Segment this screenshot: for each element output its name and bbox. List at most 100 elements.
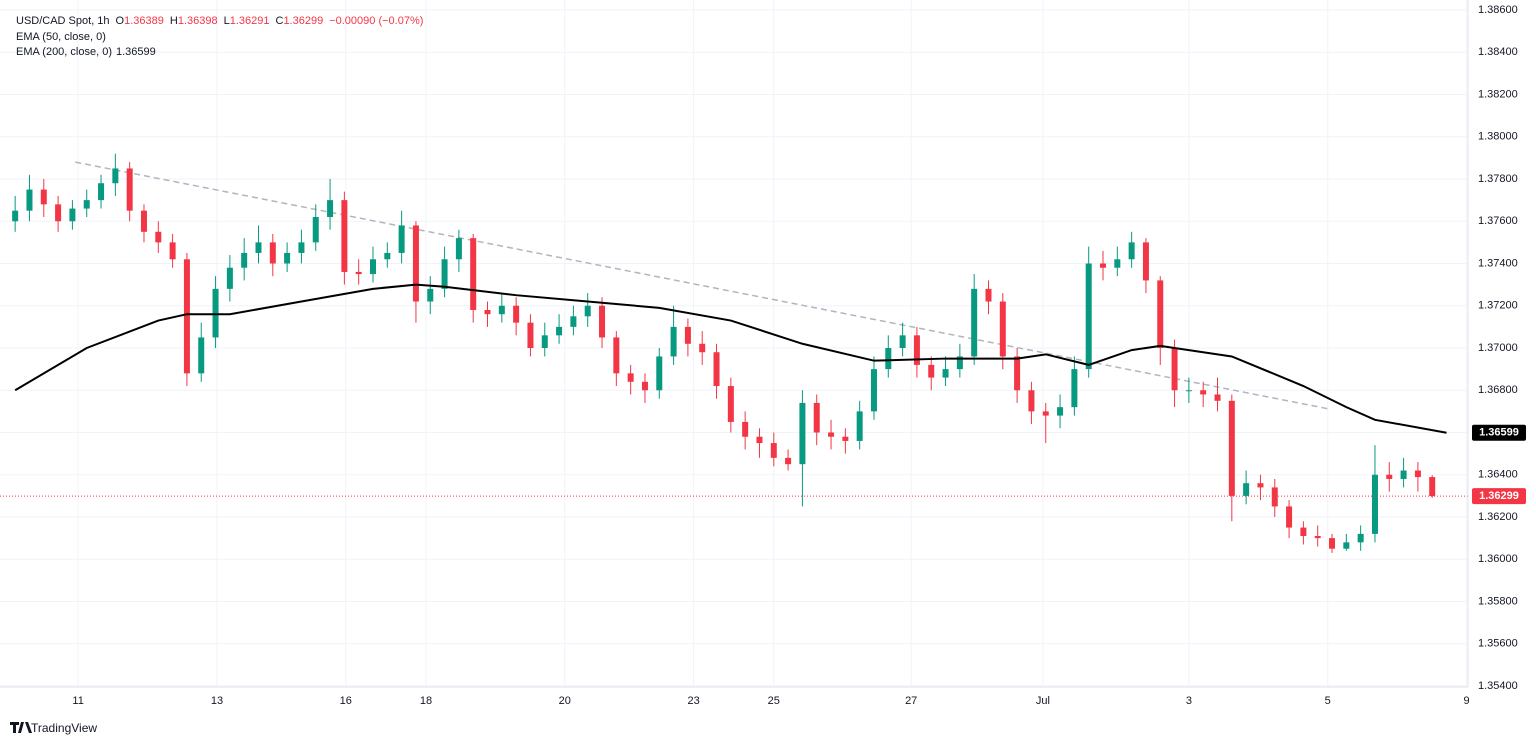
candle-body (255, 242, 262, 253)
y-tick-label: 1.38000 (1478, 131, 1518, 143)
ohlc-value: 1.36389 (124, 15, 164, 27)
candle-body (226, 267, 233, 289)
candle-body (1329, 538, 1336, 549)
y-tick-label: 1.36400 (1478, 469, 1518, 481)
candle-body (1057, 407, 1064, 416)
indicator-value: 1.36599 (116, 46, 156, 58)
y-tick-label: 1.35600 (1478, 638, 1518, 650)
ohlc-value: −0.00090 (−0.07%) (329, 15, 423, 27)
candle-body (1142, 242, 1149, 281)
candle-body (713, 352, 720, 387)
candle-body (1128, 242, 1135, 260)
candle-body (69, 208, 76, 222)
candle-body (1100, 263, 1106, 268)
candle-body (1400, 470, 1407, 479)
candle-body (355, 271, 362, 275)
candle-body (770, 443, 777, 458)
ohlc-value: 1.36299 (283, 15, 323, 27)
candle-body (370, 259, 376, 275)
ema-line (14, 283, 1447, 434)
ohlc-label: L (224, 15, 230, 27)
candle-body (1185, 390, 1192, 392)
candle-body (1228, 400, 1235, 496)
candle-body (198, 337, 205, 374)
candle-body (856, 411, 863, 441)
candle-body (942, 369, 949, 378)
ohlc-label: C (275, 15, 283, 27)
candle-body (1371, 474, 1378, 534)
candle-body (212, 288, 219, 338)
candle-body (169, 242, 176, 260)
candle-body (913, 335, 920, 365)
candle-body (1214, 394, 1221, 401)
brand-name: TradingView (31, 721, 97, 735)
candle-body (55, 204, 62, 222)
y-tick-label: 1.37600 (1478, 215, 1518, 227)
brand-logo: TradingView (10, 721, 97, 735)
candle-body (1200, 390, 1207, 395)
candle-body (541, 335, 548, 348)
candle-body (1414, 470, 1421, 478)
candle-body (756, 436, 763, 444)
candle-body (470, 238, 477, 310)
y-tick-label: 1.37000 (1478, 342, 1518, 354)
indicator-name: EMA (200, close, 0) (16, 46, 112, 58)
candle-body (570, 316, 577, 327)
candle-body (327, 200, 334, 218)
candle-body (484, 309, 491, 315)
y-tick-label: 1.36200 (1478, 511, 1518, 523)
axes: 1.35400 1.35600 1.35800 1.36000 1.36200 1.364… (72, 4, 1526, 707)
candle-body (498, 305, 505, 315)
x-tick-label: 13 (211, 695, 223, 707)
candle-body (112, 168, 119, 184)
last-price-label: 1.36299 (1479, 490, 1519, 502)
y-tick-label: 1.36800 (1478, 384, 1518, 396)
candle-body (627, 373, 634, 382)
candle-body (241, 252, 248, 268)
y-tick-label: 1.38400 (1478, 46, 1518, 58)
candle-body (1157, 280, 1164, 348)
y-tick-label: 1.38200 (1478, 88, 1518, 100)
candle-body (828, 432, 835, 437)
candle-body (1343, 542, 1350, 549)
x-tick-label: 11 (72, 695, 83, 707)
candle-body (1243, 483, 1250, 496)
candle-body (1257, 483, 1264, 488)
candle-body (126, 168, 133, 211)
x-tick-label: 23 (688, 695, 700, 707)
y-tick-label: 1.35800 (1478, 595, 1518, 607)
ema-price-box (1472, 424, 1526, 441)
candle-body (928, 364, 935, 378)
y-tick-label: 1.38600 (1478, 4, 1518, 16)
x-tick-label: 18 (420, 695, 432, 707)
x-tick-label: 16 (340, 695, 352, 707)
candle-body (83, 200, 90, 209)
logo-icon (10, 722, 32, 733)
candle-body (785, 457, 792, 465)
x-tick-label: 9 (1464, 695, 1470, 707)
candle-body (599, 305, 606, 338)
candle-body (1114, 259, 1121, 268)
x-tick-label: Jul (1036, 695, 1050, 707)
candle-body (870, 369, 877, 412)
y-tick-label: 1.35400 (1478, 680, 1518, 692)
candle-body (799, 402, 806, 465)
candle-body (885, 348, 892, 370)
candle-body (727, 386, 734, 422)
candle-body (12, 210, 19, 222)
candle-body (971, 288, 978, 357)
ohlc-label: H (170, 15, 178, 27)
x-tick-label: 3 (1186, 695, 1192, 707)
candle-body (1171, 348, 1178, 391)
plot (0, 153, 1468, 553)
candle-body (999, 301, 1006, 357)
candle-body (441, 259, 448, 289)
candle-body (1286, 506, 1293, 528)
candle-body (1014, 356, 1021, 391)
candle-body (613, 337, 620, 374)
candle-body (1386, 474, 1393, 479)
last-price-box (1472, 488, 1526, 505)
candle-body (312, 217, 319, 243)
candle-body (1071, 369, 1078, 408)
